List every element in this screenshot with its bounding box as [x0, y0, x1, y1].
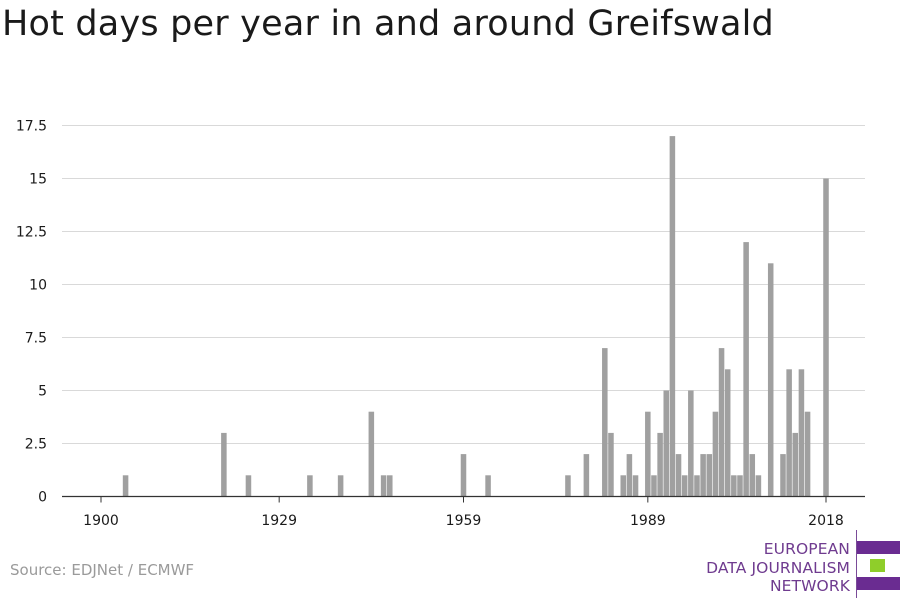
bar — [700, 454, 706, 497]
bar — [645, 411, 651, 497]
bar — [368, 411, 375, 497]
logo-line-2: DATA JOURNALISM — [706, 558, 850, 577]
bar — [737, 475, 743, 497]
bar — [657, 432, 663, 497]
source-note: Source: EDJNet / ECMWF — [10, 561, 195, 579]
bar — [565, 475, 571, 497]
bar — [681, 475, 688, 497]
bar — [823, 178, 829, 497]
bar — [583, 454, 590, 497]
logo-divider — [856, 530, 857, 598]
gridlines — [62, 125, 865, 444]
bar — [798, 369, 805, 497]
bar — [675, 454, 682, 497]
y-tick-label: 0 — [38, 490, 47, 506]
bar — [387, 475, 393, 497]
bar — [712, 411, 719, 497]
chart-title: Hot days per year in and around Greifswa… — [2, 4, 774, 44]
y-tick-label: 12.5 — [16, 225, 47, 241]
bar — [688, 390, 694, 497]
logo-line-3: NETWORK — [769, 577, 850, 595]
bar — [743, 242, 749, 497]
bar — [380, 475, 387, 497]
bar — [626, 454, 633, 497]
bar — [122, 475, 129, 497]
bar — [780, 454, 786, 497]
bar — [485, 475, 491, 497]
x-tick-label: 1959 — [446, 513, 482, 529]
bar — [706, 454, 713, 497]
logo-line-1: EUROPEAN — [763, 540, 850, 558]
logo-bar-purple-top — [857, 541, 900, 554]
bars — [122, 136, 829, 497]
logo-bar-green — [870, 559, 885, 572]
y-tick-label: 15 — [29, 172, 47, 188]
bar — [724, 369, 731, 497]
x-tick-label: 1929 — [261, 513, 297, 529]
bar — [767, 263, 774, 497]
logo-bar-purple-bottom — [857, 577, 900, 590]
bar — [804, 411, 811, 497]
bar — [602, 348, 608, 497]
y-axis-ticks: 0 2.5 5 7.5 10 12.5 15 17.5 — [16, 119, 47, 506]
bar — [718, 348, 725, 497]
bar — [669, 136, 676, 497]
y-tick-label: 17.5 — [16, 119, 47, 135]
bar — [245, 475, 252, 497]
y-tick-label: 10 — [29, 278, 47, 294]
bar — [460, 454, 467, 497]
bar — [620, 475, 627, 497]
y-tick-label: 7.5 — [25, 331, 47, 347]
bar — [608, 432, 614, 497]
logo-text: EUROPEAN DATA JOURNALISM NETWORK — [706, 540, 850, 596]
edjnet-logo: EUROPEAN DATA JOURNALISM NETWORK — [700, 530, 900, 600]
bar — [694, 475, 700, 497]
x-tick-label: 1900 — [83, 513, 119, 529]
bar — [749, 454, 756, 497]
x-tick-label: 2018 — [808, 513, 844, 529]
bar — [337, 475, 344, 497]
bar — [632, 475, 639, 497]
x-tick-label: 1989 — [630, 513, 666, 529]
bar — [755, 475, 762, 497]
bar — [792, 432, 799, 497]
bar — [786, 369, 792, 497]
bar — [651, 475, 657, 497]
bar — [307, 475, 313, 497]
y-tick-label: 5 — [38, 384, 47, 400]
x-axis-ticks: 1900 1929 1959 1989 2018 — [83, 496, 844, 529]
bar — [663, 390, 670, 497]
bar — [221, 432, 227, 497]
y-tick-label: 2.5 — [25, 437, 47, 453]
bar — [731, 475, 737, 497]
